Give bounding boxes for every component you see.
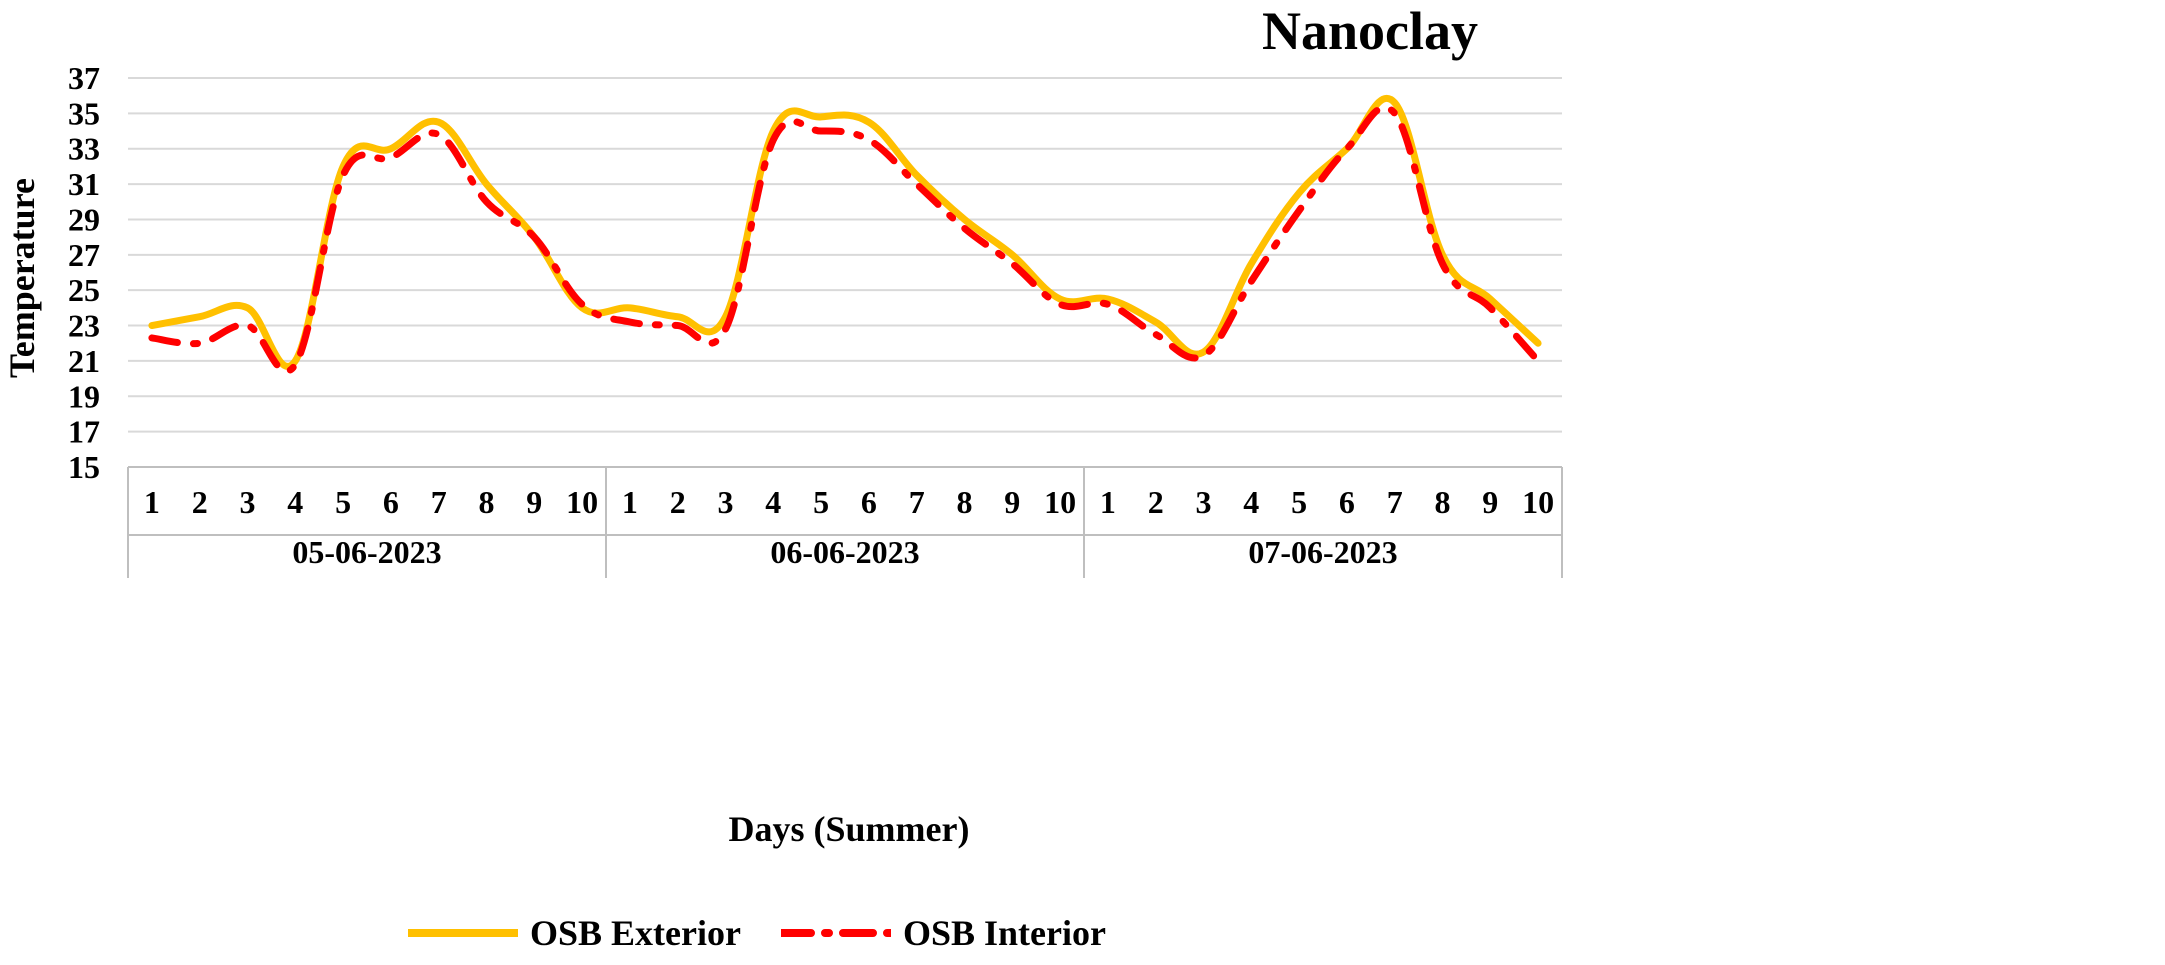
x-tick-label: 5 <box>335 484 351 520</box>
x-tick-label: 10 <box>566 484 598 520</box>
legend-swatch-interior <box>780 929 891 937</box>
x-tick-label: 4 <box>287 484 303 520</box>
x-tick-label: 1 <box>144 484 160 520</box>
y-tick-label: 37 <box>68 60 100 96</box>
x-tick-label: 7 <box>909 484 925 520</box>
series-layer <box>148 95 1542 375</box>
x-tick-label: 6 <box>1339 484 1355 520</box>
group-label: 05-06-2023 <box>292 534 441 570</box>
x-tick-label: 8 <box>957 484 973 520</box>
legend-item-exterior: OSB Exterior <box>408 912 741 954</box>
x-tick-label: 6 <box>861 484 877 520</box>
y-tick-label: 19 <box>68 378 100 414</box>
x-tick-label: 6 <box>383 484 399 520</box>
y-tick-label: 15 <box>68 449 100 485</box>
x-tick-label: 5 <box>813 484 829 520</box>
x-tick-label: 1 <box>622 484 638 520</box>
x-tick-label: 5 <box>1291 484 1307 520</box>
y-tick-label: 17 <box>68 414 100 450</box>
x-tick-label: 10 <box>1044 484 1076 520</box>
x-tick-label: 7 <box>1387 484 1403 520</box>
group-label: 06-06-2023 <box>770 534 919 570</box>
y-tick-label: 21 <box>68 343 100 379</box>
x-tick-label: 4 <box>1243 484 1259 520</box>
legend: OSB Exterior OSB Interior <box>408 908 1146 958</box>
chart-title: Nanoclay <box>1262 1 1478 61</box>
legend-label-interior: OSB Interior <box>902 913 1106 953</box>
x-tick-label: 7 <box>431 484 447 520</box>
legend-item-interior: OSB Interior <box>780 912 1106 954</box>
x-tick-label: 9 <box>1482 484 1498 520</box>
y-tick-label: 23 <box>68 308 100 344</box>
x-tick-label: 3 <box>1196 484 1212 520</box>
group-label: 07-06-2023 <box>1248 534 1397 570</box>
y-tick-label: 31 <box>68 166 100 202</box>
legend-swatch-exterior <box>408 929 518 937</box>
x-tick-label: 2 <box>192 484 208 520</box>
x-tick-label: 8 <box>479 484 495 520</box>
x-tick-label: 10 <box>1522 484 1554 520</box>
x-axis-label: Days (Summer) <box>728 809 970 849</box>
x-tick-label: 1 <box>1100 484 1116 520</box>
x-tick-label: 4 <box>765 484 781 520</box>
y-tick-label: 27 <box>68 237 100 273</box>
x-tick-label: 8 <box>1435 484 1451 520</box>
x-tick-label: 3 <box>718 484 734 520</box>
x-tick-label: 9 <box>1004 484 1020 520</box>
y-tick-label: 29 <box>68 201 100 237</box>
x-tick-label: 3 <box>240 484 256 520</box>
y-tick-label: 33 <box>68 131 100 167</box>
x-tick-label: 9 <box>526 484 542 520</box>
y-tick-label: 35 <box>68 95 100 131</box>
x-tick-label: 2 <box>1148 484 1164 520</box>
legend-label-exterior: OSB Exterior <box>530 913 741 953</box>
x-tick-label: 2 <box>670 484 686 520</box>
y-tick-label: 25 <box>68 272 100 308</box>
